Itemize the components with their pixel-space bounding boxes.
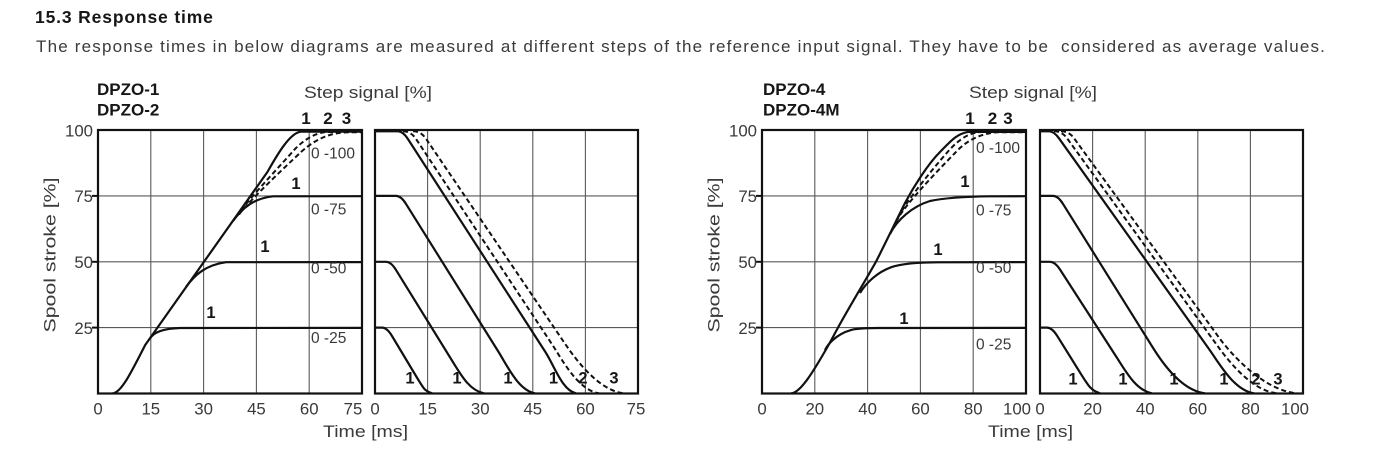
svg-text:2: 2 <box>578 370 587 388</box>
svg-text:25: 25 <box>74 319 93 338</box>
svg-text:100: 100 <box>1003 400 1031 419</box>
svg-text:45: 45 <box>247 400 266 419</box>
svg-text:0 -25: 0 -25 <box>976 337 1011 354</box>
svg-text:30: 30 <box>471 400 490 419</box>
svg-text:2: 2 <box>323 109 332 128</box>
svg-text:1: 1 <box>1169 371 1178 389</box>
svg-text:DPZO-2: DPZO-2 <box>97 101 159 120</box>
svg-text:Spool stroke [%]: Spool stroke [%] <box>42 178 60 333</box>
svg-text:Time [ms]: Time [ms] <box>323 422 408 441</box>
svg-text:1: 1 <box>206 304 215 322</box>
svg-text:1: 1 <box>452 370 461 388</box>
svg-text:40: 40 <box>1136 400 1155 419</box>
svg-text:Step signal [%]: Step signal [%] <box>969 83 1097 102</box>
svg-text:Spool stroke [%]: Spool stroke [%] <box>706 178 724 333</box>
svg-text:0 -75: 0 -75 <box>311 202 346 219</box>
svg-text:25: 25 <box>738 319 757 338</box>
svg-text:0 -100: 0 -100 <box>976 140 1020 157</box>
svg-text:3: 3 <box>342 109 351 128</box>
svg-text:50: 50 <box>74 253 93 272</box>
svg-text:DPZO-1: DPZO-1 <box>97 80 159 99</box>
svg-text:50: 50 <box>738 253 757 272</box>
svg-text:75: 75 <box>627 400 646 419</box>
svg-text:0: 0 <box>93 400 102 419</box>
svg-text:1: 1 <box>960 173 969 191</box>
svg-text:1: 1 <box>965 109 974 128</box>
svg-text:15: 15 <box>141 400 160 419</box>
svg-text:0 -75: 0 -75 <box>976 203 1011 220</box>
svg-text:80: 80 <box>1241 400 1260 419</box>
svg-text:3: 3 <box>1273 371 1282 389</box>
svg-text:1: 1 <box>260 238 269 256</box>
svg-text:15: 15 <box>418 400 437 419</box>
svg-text:1: 1 <box>301 109 310 128</box>
svg-text:Time [ms]: Time [ms] <box>988 422 1073 441</box>
svg-text:100: 100 <box>65 121 93 140</box>
svg-text:0: 0 <box>1035 400 1044 419</box>
svg-text:1: 1 <box>291 175 300 193</box>
svg-text:1: 1 <box>1118 371 1127 389</box>
svg-text:0 -50: 0 -50 <box>311 261 347 278</box>
svg-text:20: 20 <box>805 400 824 419</box>
svg-text:DPZO-4M: DPZO-4M <box>763 101 840 120</box>
svg-text:80: 80 <box>964 400 983 419</box>
svg-text:1: 1 <box>503 370 512 388</box>
svg-text:30: 30 <box>194 400 213 419</box>
svg-text:60: 60 <box>1188 400 1207 419</box>
svg-text:DPZO-4: DPZO-4 <box>763 80 826 99</box>
svg-text:0 -25: 0 -25 <box>311 330 346 347</box>
svg-text:75: 75 <box>74 187 93 206</box>
svg-text:0 -50: 0 -50 <box>976 260 1012 277</box>
svg-text:0: 0 <box>370 400 379 419</box>
svg-text:75: 75 <box>344 400 363 419</box>
svg-text:100: 100 <box>1281 400 1309 419</box>
svg-text:20: 20 <box>1083 400 1102 419</box>
svg-text:1: 1 <box>405 370 414 388</box>
svg-text:1: 1 <box>1068 371 1077 389</box>
svg-text:1: 1 <box>1219 371 1228 389</box>
svg-text:Step signal [%]: Step signal [%] <box>304 83 432 102</box>
svg-text:75: 75 <box>738 187 757 206</box>
svg-text:100: 100 <box>729 121 757 140</box>
svg-text:40: 40 <box>858 400 877 419</box>
svg-text:60: 60 <box>300 400 319 419</box>
svg-text:0 -100: 0 -100 <box>311 146 355 163</box>
svg-text:60: 60 <box>576 400 595 419</box>
svg-text:1: 1 <box>899 310 908 328</box>
svg-text:45: 45 <box>523 400 542 419</box>
svg-text:3: 3 <box>609 370 618 388</box>
svg-text:3: 3 <box>1003 109 1012 128</box>
svg-text:2: 2 <box>988 109 997 128</box>
svg-text:60: 60 <box>911 400 930 419</box>
svg-text:2: 2 <box>1251 371 1260 389</box>
svg-text:1: 1 <box>933 241 942 259</box>
svg-text:0: 0 <box>757 400 766 419</box>
svg-text:1: 1 <box>549 370 558 388</box>
